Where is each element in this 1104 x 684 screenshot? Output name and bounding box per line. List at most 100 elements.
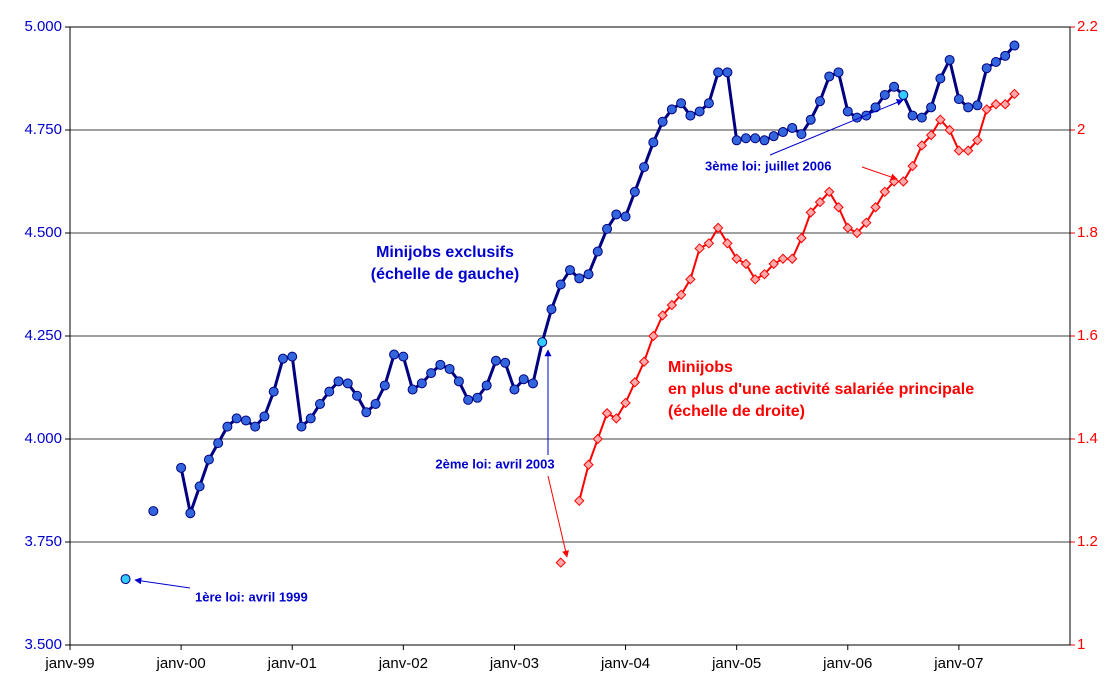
point [870,202,881,213]
annotation: 3ème loi: juillet 2006 [705,158,831,173]
series-label: (échelle de gauche) [371,266,520,283]
point [842,222,853,234]
point [805,207,816,218]
point [666,104,677,115]
x-tick-label: janv-05 [711,655,761,672]
point [296,421,307,432]
y2-tick-label: 1 [1077,636,1085,653]
point [824,71,835,82]
point [759,135,770,146]
point [490,355,501,366]
point [981,104,992,115]
plot-frame [69,26,1071,646]
point [916,140,928,151]
point [1000,50,1011,61]
point [555,557,566,568]
point [935,114,946,125]
point [657,310,668,321]
point [861,217,872,228]
point [602,223,613,234]
point [815,96,825,107]
point [675,289,687,301]
point [213,438,224,449]
point [722,67,733,78]
point [787,122,798,133]
point [963,102,974,113]
point [231,413,242,424]
point [203,454,214,465]
point [638,356,650,367]
point [944,54,955,65]
point [768,258,779,270]
point [601,408,613,419]
point [879,89,890,100]
point [259,411,270,422]
series-line [578,93,1016,502]
point [648,137,659,148]
x-tick-label: janv-00 [156,655,206,672]
y2-tick-label: 1.8 [1077,224,1098,241]
point [935,73,946,84]
point [879,186,891,198]
y-tick-label: 3.750 [24,533,62,550]
point [398,351,409,362]
point [185,508,196,519]
point [268,386,279,397]
point [148,506,159,517]
point [796,232,807,244]
x-tick-label: janv-04 [600,655,650,672]
point [426,368,437,379]
point [833,202,844,213]
point [676,98,687,109]
point [620,397,631,409]
y-tick-label: 4.250 [24,327,62,344]
point [555,279,566,290]
series-label: Minijobs [668,359,733,376]
point [740,258,752,270]
point [518,374,529,385]
annotation: 2ème loi: avril 2003 [435,456,554,471]
point [787,253,798,264]
y2-tick-label: 1.6 [1077,327,1098,344]
point [657,116,668,127]
y2-tick-label: 1.4 [1077,430,1098,447]
point [731,253,742,264]
point [481,380,492,391]
point [379,380,390,391]
point [453,376,464,387]
point [315,398,325,409]
point [814,196,826,208]
point [926,102,937,113]
point [277,353,288,364]
series-label: Minijobs exclusifs [376,244,514,261]
x-tick-label: janv-06 [822,655,872,672]
point [777,127,788,138]
arrow [134,577,191,589]
y-tick-label: 4.000 [24,430,62,447]
point [583,459,594,470]
y-tick-label: 3.500 [24,636,62,653]
point [500,357,511,368]
point [990,99,1002,110]
point [703,98,714,109]
point [342,378,353,389]
point [620,211,631,222]
point [574,273,585,284]
series-label: en plus d'une activité salariée principa… [668,381,974,398]
y2-tick-label: 1.2 [1077,533,1098,550]
point [629,377,641,388]
point [463,394,474,405]
point [1009,40,1020,51]
point [611,209,622,220]
point [898,89,909,100]
point [898,176,909,187]
point [953,145,965,156]
point [694,243,705,254]
point [444,363,455,374]
point [981,63,992,74]
point [796,129,807,140]
point [333,376,344,387]
point [305,413,316,424]
point [972,100,983,111]
